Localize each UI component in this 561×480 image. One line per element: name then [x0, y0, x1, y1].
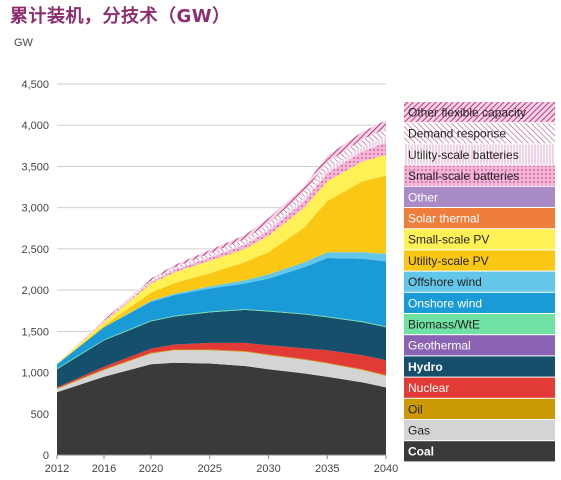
area-utility-scale-pv: [57, 175, 386, 365]
y-axis-unit: GW: [14, 37, 34, 49]
legend-swatch-hydro: [404, 356, 555, 377]
legend-label-small-scale-batteries: Small-scale batteries: [408, 169, 519, 183]
area-coal: [57, 362, 386, 455]
legend-label-solar-thermal: Solar thermal: [408, 212, 479, 226]
legend-label-utility-scale-batteries: Utility-scale batteries: [408, 148, 519, 162]
legend-label-oil: Oil: [408, 402, 423, 416]
legend-label-small-scale-pv: Small-scale PV: [408, 233, 489, 247]
legend-swatch-coal: [404, 441, 555, 462]
y-tick-label: 0: [43, 450, 49, 462]
chart-title: 累计装机，分技术（GW）: [10, 6, 231, 27]
legend-label-utility-scale-pv: Utility-scale PV: [408, 254, 489, 268]
x-tick-label: 2025: [198, 463, 222, 475]
legend-swatch-other: [404, 186, 555, 207]
legend-label-other: Other: [408, 190, 438, 204]
area-small-scale-batteries: [57, 142, 386, 364]
area-other-flexible-capacity: [57, 120, 386, 364]
legend-swatch-solar-thermal: [404, 208, 555, 229]
x-tick-label: 2016: [92, 463, 116, 475]
legend-label-biomass-wte: Biomass/WtE: [408, 318, 480, 332]
x-tick-label: 2012: [45, 463, 69, 475]
y-tick-label: 3,500: [21, 161, 49, 173]
x-tick-label: 2030: [256, 463, 280, 475]
legend-swatch-oil: [404, 398, 555, 419]
area-demand-response: [57, 128, 386, 364]
area-hydro: [57, 309, 386, 388]
y-tick-label: 3,000: [21, 203, 49, 215]
y-tick-label: 1,500: [21, 326, 49, 338]
legend-label-offshore-wind: Offshore wind: [408, 275, 482, 289]
y-tick-label: 500: [31, 409, 49, 421]
legend-swatch-small-scale-batteries: [404, 165, 555, 186]
legend-label-geothermal: Geothermal: [408, 339, 471, 353]
area-small-scale-pv: [57, 154, 386, 365]
x-tick-label: 2035: [315, 463, 339, 475]
y-tick-label: 2,500: [21, 244, 49, 256]
legend-swatch-nuclear: [404, 377, 555, 398]
legend-swatch-gas: [404, 420, 555, 441]
legend-label-hydro: Hydro: [408, 360, 443, 374]
area-gas: [57, 350, 386, 393]
legend-swatch-onshore-wind: [404, 292, 555, 313]
legend-swatch-biomass-wte: [404, 314, 555, 335]
legend-swatch-other-flexible-capacity: [404, 102, 555, 123]
y-tick-label: 4,000: [21, 120, 49, 132]
x-tick-label: 2040: [374, 463, 398, 475]
y-tick-label: 4,500: [21, 79, 49, 91]
legend-label-onshore-wind: Onshore wind: [408, 296, 482, 310]
legend-swatch-demand-response: [404, 123, 555, 144]
legend-label-coal: Coal: [408, 445, 434, 459]
area-oil: [57, 349, 386, 389]
area-onshore-wind: [57, 258, 386, 369]
legend-swatch-small-scale-pv: [404, 229, 555, 250]
legend-swatch-geothermal: [404, 335, 555, 356]
y-tick-label: 2,000: [21, 285, 49, 297]
legend-swatch-offshore-wind: [404, 271, 555, 292]
legend-label-nuclear: Nuclear: [408, 381, 449, 395]
legend-swatch-utility-scale-batteries: [404, 144, 555, 165]
x-tick-label: 2020: [139, 463, 163, 475]
legend-label-gas: Gas: [408, 424, 430, 438]
y-tick-label: 1,000: [21, 368, 49, 380]
legend-label-demand-response: Demand response: [408, 127, 506, 141]
legend-swatch-utility-scale-pv: [404, 250, 555, 271]
area-nuclear: [57, 342, 386, 389]
legend-label-other-flexible-capacity: Other flexible capacity: [408, 106, 526, 120]
